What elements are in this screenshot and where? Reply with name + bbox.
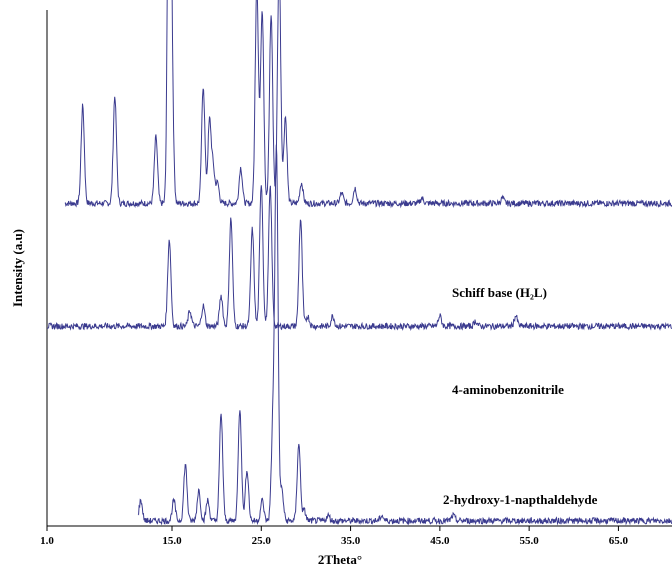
x-tick-label: 1.0 (40, 535, 54, 547)
x-ticks: 1.0 15.0 25.0 35.0 45.0 55.0 65.0 (40, 526, 629, 547)
series-line-1 (64, 0, 672, 209)
x-tick-label: 65.0 (609, 535, 629, 547)
y-axis-title: Intensity (a.u) (10, 229, 25, 307)
x-tick-label: 25.0 (252, 535, 272, 547)
x-tick-label: 15.0 (162, 535, 182, 547)
series-line-2 (46, 185, 672, 332)
series-labels: Schiff base (H₂L) 4-aminobenzonitrile 2-hy… (443, 285, 598, 507)
x-tick-label: 45.0 (430, 535, 450, 547)
series-label-3: 2-hydroxy-1-napthaldehyde (443, 492, 598, 507)
series-line-3 (137, 144, 672, 526)
series-label-1: Schiff base (H₂L) (452, 285, 547, 300)
series-label-2: 4-aminobenzonitrile (452, 382, 564, 397)
x-tick-label: 35.0 (341, 535, 361, 547)
x-axis-title: 2Theta° (318, 552, 362, 567)
series-lines (46, 0, 672, 526)
x-tick-label: 55.0 (520, 535, 540, 547)
